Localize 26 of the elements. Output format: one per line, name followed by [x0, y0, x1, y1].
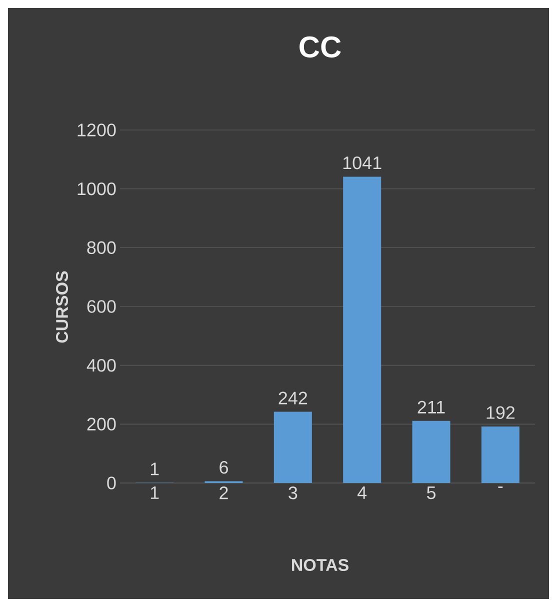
y-tick-label: 0 [107, 476, 116, 490]
y-tick-label: 800 [87, 241, 116, 254]
y-tick-label: 600 [87, 300, 116, 313]
x-tick-label: 5 [426, 486, 436, 500]
y-tick-label: 1200 [78, 124, 116, 136]
x-tick-label: 4 [357, 486, 367, 499]
data-label: 192 [486, 406, 515, 419]
bar [274, 412, 312, 483]
x-tick-label: - [498, 486, 503, 488]
y-tick-label: 200 [87, 418, 116, 431]
x-axis-title: NOTAS [292, 558, 348, 572]
data-label: 242 [278, 392, 308, 404]
y-tick-label: 1000 [78, 182, 116, 196]
bar [343, 176, 382, 483]
data-label: 211 [418, 400, 445, 414]
y-axis-title: CURSOS [56, 271, 68, 343]
data-label: 1041 [343, 156, 382, 170]
x-tick-label: 1 [150, 486, 159, 499]
bar [412, 420, 450, 483]
chart-title: CC [300, 36, 341, 58]
bar [481, 426, 520, 483]
y-tick-label: 400 [86, 358, 116, 372]
data-label: 6 [220, 460, 228, 474]
x-tick-label: 2 [220, 486, 228, 500]
data-label: 1 [150, 462, 159, 476]
x-tick-label: 3 [288, 486, 298, 500]
